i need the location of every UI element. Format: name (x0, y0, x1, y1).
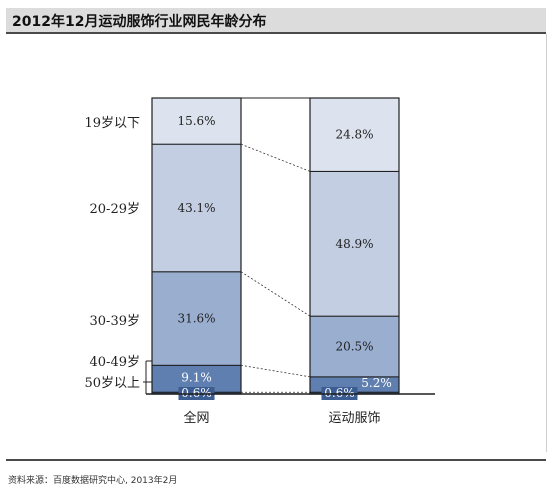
source-note: 资料来源：百度数据研究中心, 2013年2月 (8, 476, 178, 486)
footer-rule (6, 459, 546, 461)
bar-segment (309, 97, 400, 172)
legend-label: 20-29岁 (90, 202, 140, 217)
value-label: 0.6% (324, 386, 355, 400)
value-label: 31.6% (177, 312, 215, 326)
legend-label: 40-49岁 (90, 355, 140, 370)
connector-line (240, 364, 311, 378)
value-label: 5.2% (361, 376, 392, 390)
value-label: 48.9% (335, 237, 373, 251)
bar-segment (151, 143, 242, 273)
title-bar: 2012年12月运动服饰行业网民年龄分布 (6, 8, 546, 34)
value-label: 43.1% (177, 201, 215, 215)
value-label: 24.8% (335, 128, 373, 142)
chart-frame (6, 34, 547, 452)
value-label: 9.1% (181, 370, 212, 384)
bar-segment (151, 271, 242, 366)
legend-label: 50岁以上 (84, 376, 140, 391)
chart-title: 2012年12月运动服饰行业网民年龄分布 (12, 14, 267, 30)
legend-label: 30-39岁 (90, 314, 140, 329)
value-label: 20.5% (335, 339, 373, 353)
category-label: 全网 (183, 410, 209, 426)
connector-line (240, 271, 311, 317)
value-label: 15.6% (177, 114, 215, 128)
value-label: 0.6% (181, 386, 212, 400)
legend-label: 19岁以下 (84, 116, 140, 131)
category-label: 运动服饰 (328, 411, 380, 426)
connector-line (240, 143, 311, 172)
